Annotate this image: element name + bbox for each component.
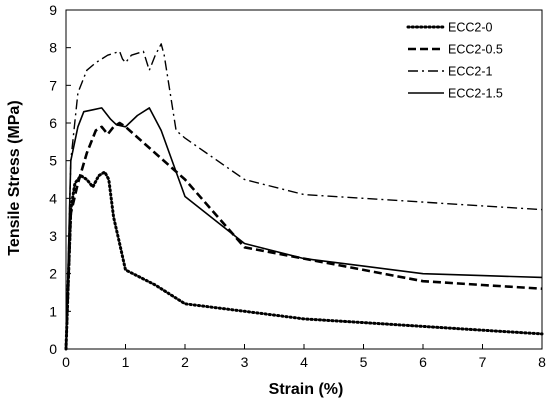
series-line-ecc2-1-5 (65, 107, 543, 350)
x-tick-label: 6 (419, 354, 427, 370)
series-lines (64, 43, 544, 351)
y-tick-label: 2 (49, 266, 57, 282)
x-tick-label: 7 (479, 354, 487, 370)
y-tick-label: 0 (49, 341, 57, 357)
y-tick-label: 9 (49, 2, 57, 18)
legend: ECC2-0 ECC2-0.5 ECC2-1 ECC2-1.5 (406, 21, 503, 101)
x-axis-title: Strain (%) (269, 381, 344, 398)
y-tick-label: 1 (49, 303, 57, 319)
legend-label: ECC2-0.5 (448, 43, 503, 57)
y-tick-label: 3 (49, 228, 57, 244)
x-tick-label: 5 (360, 354, 368, 370)
series-line-ecc2-1 (65, 43, 543, 350)
legend-label: ECC2-1 (448, 65, 493, 79)
y-tick-label: 7 (49, 77, 57, 93)
y-tick-label: 8 (49, 40, 57, 56)
x-tick-label: 8 (538, 354, 546, 370)
x-tick-label: 4 (300, 354, 308, 370)
x-tick-label: 0 (62, 354, 70, 370)
x-tick-label: 2 (181, 354, 189, 370)
y-axis-ticks: 0 1 2 3 4 5 6 7 8 9 (49, 2, 71, 357)
x-tick-label: 3 (241, 354, 249, 370)
plot-frame (65, 9, 543, 350)
series-line-ecc2-0-5 (64, 121, 543, 350)
x-axis-ticks: 0 1 2 3 4 5 6 7 8 (62, 344, 546, 370)
y-tick-label: 6 (49, 115, 57, 131)
y-axis-title: Tensile Stress (MPa) (6, 100, 23, 255)
plot-border (65, 9, 543, 350)
series-line-ecc2-0 (64, 170, 544, 351)
legend-label: ECC2-1.5 (448, 87, 503, 101)
y-tick-label: 4 (49, 190, 57, 206)
legend-label: ECC2-0 (448, 21, 493, 35)
y-tick-label: 5 (49, 153, 57, 169)
x-tick-label: 1 (122, 354, 130, 370)
